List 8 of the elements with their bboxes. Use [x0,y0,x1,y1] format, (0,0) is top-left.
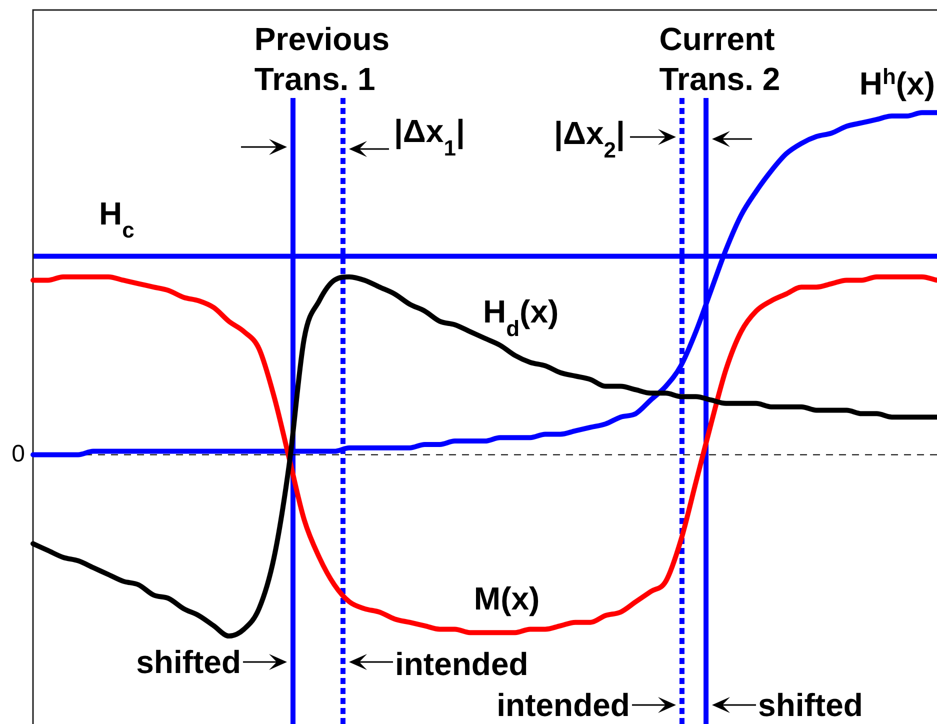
text: shifted [758,687,863,723]
text: shifted [136,644,241,680]
text: intended [394,646,528,682]
ref-line-label: 0 [12,440,26,468]
text: intended [496,687,630,723]
series-label: M(x) [474,580,540,617]
text: Current Trans. 2 [659,21,780,97]
text: Previous Trans. 1 [254,21,390,97]
